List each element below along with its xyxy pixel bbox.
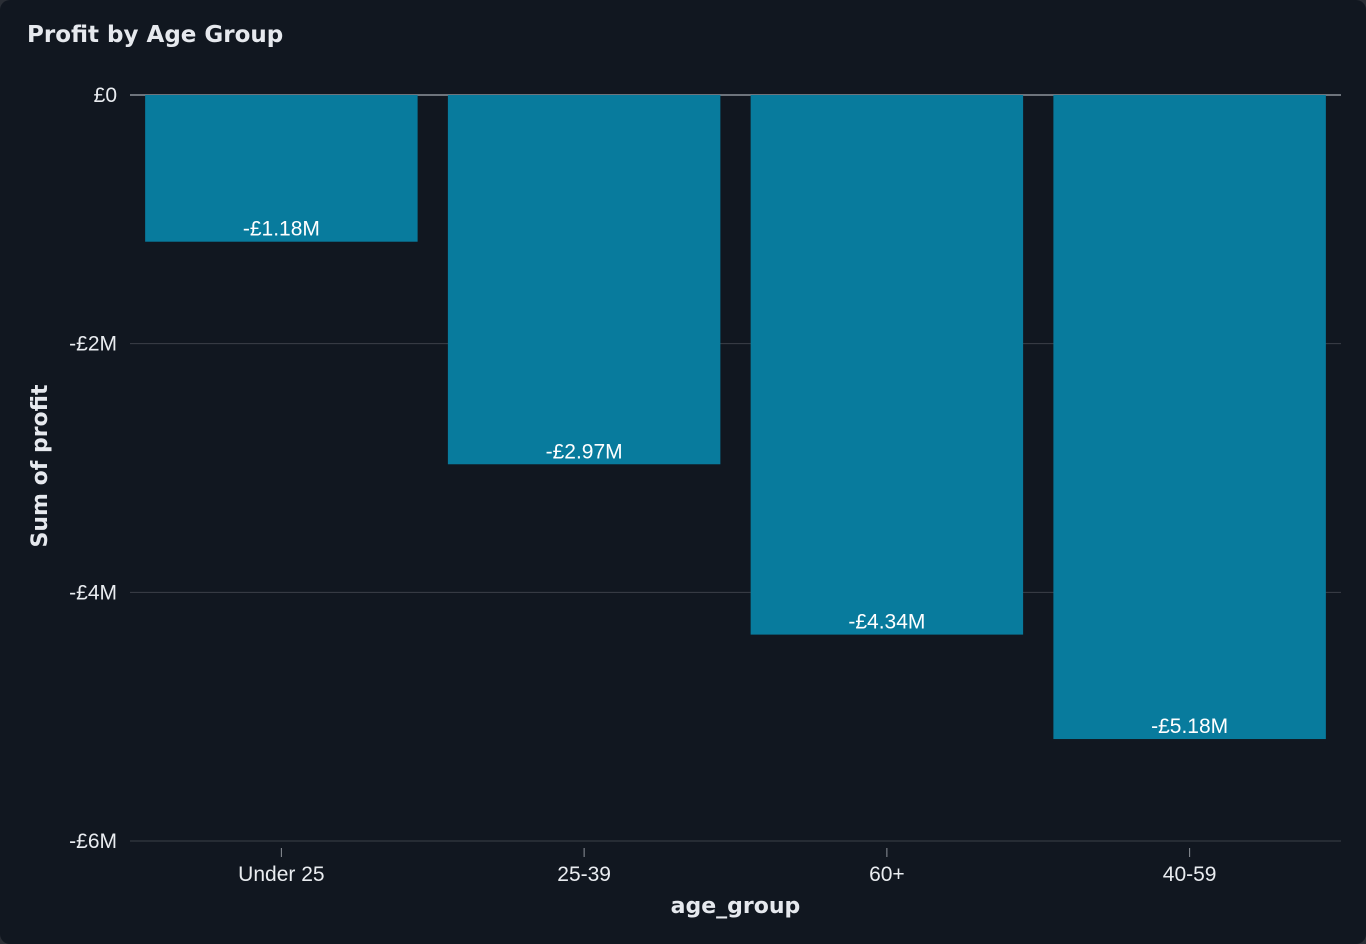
bar-value-label: -£1.18M bbox=[243, 218, 320, 241]
x-tick-label: 25-39 bbox=[557, 863, 611, 886]
y-tick-label: £0 bbox=[94, 84, 117, 107]
y-tick-label: -£6M bbox=[69, 830, 117, 853]
bar bbox=[750, 95, 1024, 635]
bar-value-label: -£4.34M bbox=[848, 611, 925, 634]
y-tick-label: -£2M bbox=[69, 333, 117, 356]
bar bbox=[1053, 95, 1326, 740]
y-axis-title: Sum of profit bbox=[28, 384, 53, 547]
x-axis-title: age_group bbox=[671, 894, 801, 919]
bar-value-label: -£5.18M bbox=[1151, 715, 1228, 738]
y-tick-label: -£4M bbox=[69, 581, 117, 604]
chart-title: Profit by Age Group bbox=[27, 22, 284, 48]
x-tick-label: Under 25 bbox=[238, 863, 324, 886]
bar bbox=[145, 95, 418, 242]
bar-value-label: -£2.97M bbox=[546, 440, 623, 463]
x-tick-label: 40-59 bbox=[1163, 863, 1217, 886]
bar bbox=[447, 95, 721, 465]
x-tick-label: 60+ bbox=[869, 863, 905, 886]
